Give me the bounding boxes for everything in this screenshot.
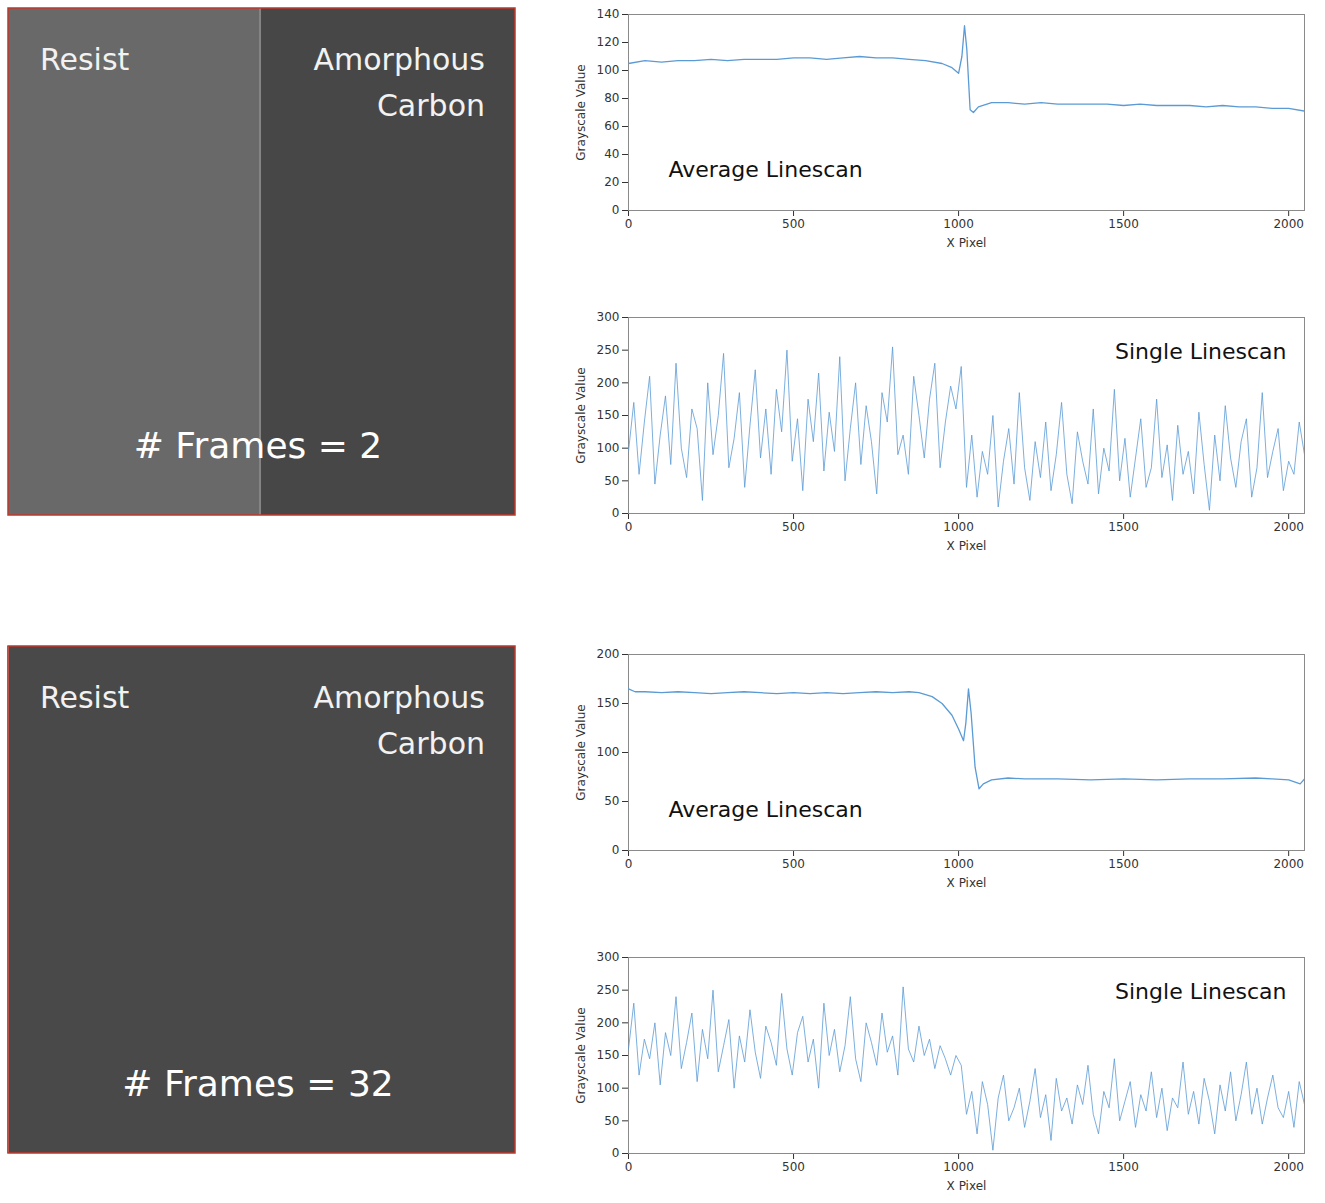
- svg-text:# Frames = 32: # Frames = 32: [122, 1063, 393, 1104]
- svg-text:Resist: Resist: [40, 680, 130, 715]
- svg-text:AmorphousCarbon: AmorphousCarbon: [314, 42, 486, 123]
- svg-text:0: 0: [625, 1160, 633, 1174]
- svg-text:50: 50: [604, 794, 619, 808]
- svg-text:100: 100: [597, 1081, 620, 1095]
- svg-text:Average Linescan: Average Linescan: [669, 157, 863, 182]
- svg-text:0: 0: [612, 843, 620, 857]
- svg-text:1500: 1500: [1108, 520, 1139, 534]
- svg-text:0: 0: [612, 506, 620, 520]
- svg-text:Grayscale Value: Grayscale Value: [574, 367, 588, 463]
- svg-text:Single Linescan: Single Linescan: [1115, 339, 1286, 364]
- svg-text:1000: 1000: [943, 1160, 974, 1174]
- svg-text:150: 150: [597, 1048, 620, 1062]
- svg-text:100: 100: [597, 745, 620, 759]
- svg-text:AmorphousCarbon: AmorphousCarbon: [314, 680, 486, 761]
- svg-text:Resist: Resist: [40, 42, 130, 77]
- svg-text:1500: 1500: [1108, 217, 1139, 231]
- svg-text:2000: 2000: [1273, 520, 1304, 534]
- svg-text:1000: 1000: [943, 217, 974, 231]
- svg-text:100: 100: [597, 441, 620, 455]
- svg-text:150: 150: [597, 408, 620, 422]
- svg-text:250: 250: [597, 343, 620, 357]
- svg-text:200: 200: [597, 376, 620, 390]
- svg-text:140: 140: [597, 7, 620, 21]
- svg-text:Grayscale Value: Grayscale Value: [574, 1007, 588, 1103]
- svg-text:50: 50: [604, 1114, 619, 1128]
- svg-text:300: 300: [597, 950, 620, 964]
- svg-text:Grayscale Value: Grayscale Value: [574, 64, 588, 160]
- svg-text:2000: 2000: [1273, 1160, 1304, 1174]
- svg-text:0: 0: [625, 857, 633, 871]
- svg-text:80: 80: [604, 91, 619, 105]
- svg-text:X Pixel: X Pixel: [947, 236, 987, 250]
- svg-text:500: 500: [782, 217, 805, 231]
- svg-text:2000: 2000: [1273, 857, 1304, 871]
- svg-text:100: 100: [597, 63, 620, 77]
- svg-text:200: 200: [597, 1016, 620, 1030]
- svg-text:250: 250: [597, 983, 620, 997]
- svg-text:0: 0: [612, 203, 620, 217]
- svg-text:X Pixel: X Pixel: [947, 876, 987, 890]
- svg-text:60: 60: [604, 119, 619, 133]
- svg-text:1000: 1000: [943, 857, 974, 871]
- svg-text:500: 500: [782, 857, 805, 871]
- svg-text:2000: 2000: [1273, 217, 1304, 231]
- svg-text:500: 500: [782, 520, 805, 534]
- svg-text:50: 50: [604, 474, 619, 488]
- svg-text:300: 300: [597, 310, 620, 324]
- svg-text:1500: 1500: [1108, 1160, 1139, 1174]
- svg-text:Single Linescan: Single Linescan: [1115, 979, 1286, 1004]
- svg-text:1500: 1500: [1108, 857, 1139, 871]
- svg-text:1000: 1000: [943, 520, 974, 534]
- svg-text:X Pixel: X Pixel: [947, 539, 987, 553]
- svg-text:20: 20: [604, 175, 619, 189]
- svg-text:40: 40: [604, 147, 619, 161]
- svg-text:Average Linescan: Average Linescan: [669, 797, 863, 822]
- svg-text:X Pixel: X Pixel: [947, 1179, 987, 1193]
- svg-text:# Frames = 2: # Frames = 2: [134, 425, 382, 466]
- svg-text:120: 120: [597, 35, 620, 49]
- svg-text:150: 150: [597, 696, 620, 710]
- svg-text:0: 0: [625, 520, 633, 534]
- svg-text:500: 500: [782, 1160, 805, 1174]
- svg-text:0: 0: [612, 1146, 620, 1160]
- svg-text:0: 0: [625, 217, 633, 231]
- svg-text:200: 200: [597, 647, 620, 661]
- svg-text:Grayscale Value: Grayscale Value: [574, 704, 588, 800]
